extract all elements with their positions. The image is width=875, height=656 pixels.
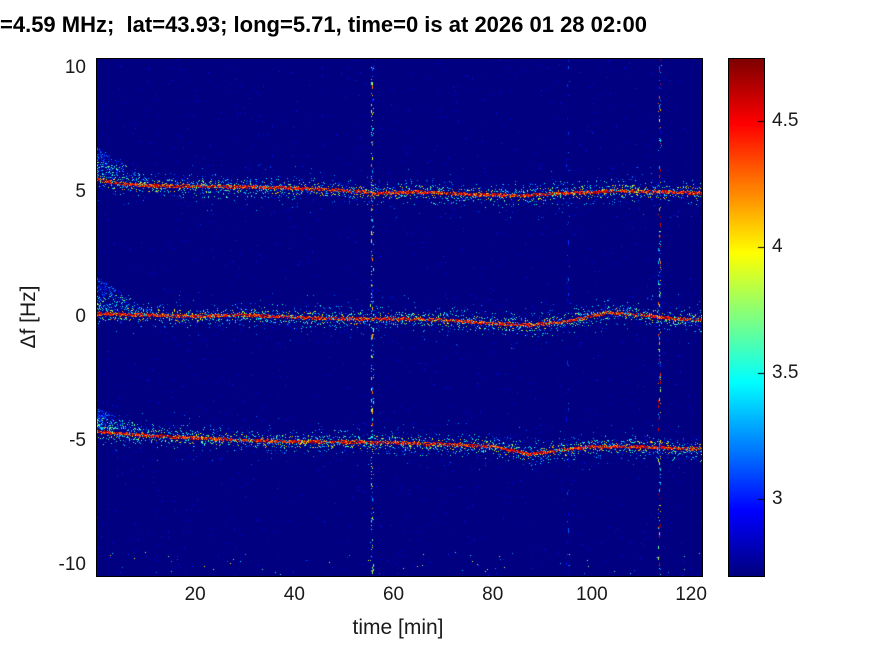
plot-area xyxy=(96,58,703,577)
x-axis-label: time [min] xyxy=(352,616,444,639)
colorbar xyxy=(728,58,765,577)
y-tick-label: 0 xyxy=(75,305,86,327)
colorbar-tick-label: 4 xyxy=(772,236,783,258)
y-tick-label: -10 xyxy=(58,554,86,576)
colorbar-tick-label: 4.5 xyxy=(772,110,799,132)
colorbar-tick-label: 3 xyxy=(772,488,783,510)
colorbar-tick-label: 3.5 xyxy=(772,362,799,384)
x-tick-label: 40 xyxy=(283,584,305,605)
x-tick-label: 60 xyxy=(382,584,405,605)
x-tick-label: 20 xyxy=(184,584,206,605)
x-tick-label: 80 xyxy=(482,584,504,605)
heatmap-canvas xyxy=(97,59,702,576)
x-tick-label: 100 xyxy=(576,584,608,605)
y-tick-label: 5 xyxy=(75,181,86,203)
chart-title: =4.59 MHz; lat=43.93; long=5.71, time=0 … xyxy=(0,12,647,37)
y-tick-label: 10 xyxy=(64,56,86,78)
colorbar-canvas xyxy=(729,59,764,576)
x-tick-label: 120 xyxy=(675,584,707,605)
y-tick-label: -5 xyxy=(69,429,86,451)
